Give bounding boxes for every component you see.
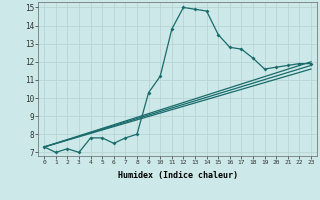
X-axis label: Humidex (Indice chaleur): Humidex (Indice chaleur) [118, 171, 238, 180]
